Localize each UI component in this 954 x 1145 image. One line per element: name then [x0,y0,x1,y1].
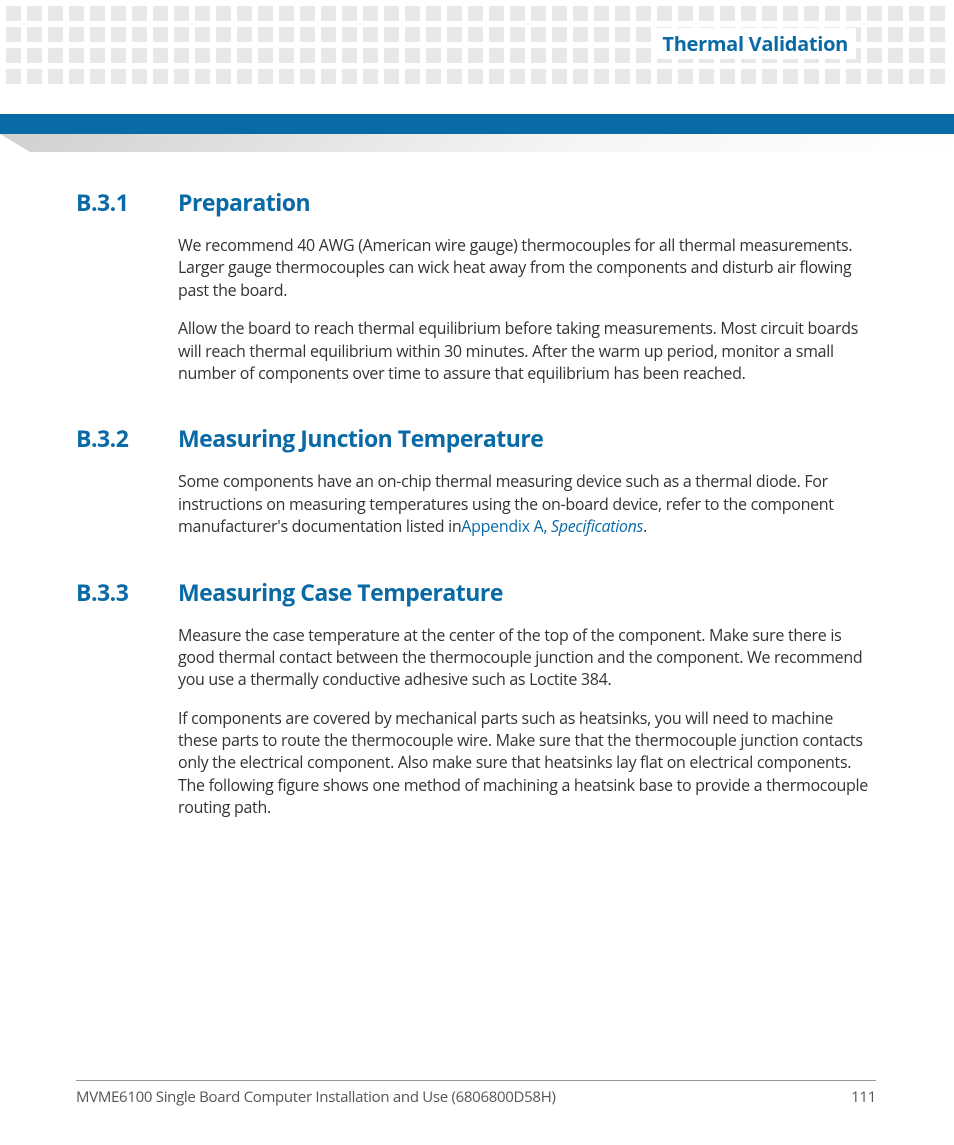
paragraph: Allow the board to reach thermal equilib… [178,317,876,384]
section-b-3-3: B.3.3 Measuring Case Temperature Measure… [76,576,876,819]
footer-page-number: 111 [851,1087,876,1107]
paragraph: Some components have an on-chip thermal … [178,470,876,537]
section-title: Measuring Case Temperature [178,576,503,608]
text-run: . [643,515,647,537]
footer: MVME6100 Single Board Computer Installat… [76,1087,876,1107]
section-title: Measuring Junction Temperature [178,422,543,454]
section-b-3-2: B.3.2 Measuring Junction Temperature Som… [76,422,876,537]
footer-rule [76,1080,876,1081]
section-number: B.3.1 [76,186,178,218]
paragraph: If components are covered by mechanical … [178,707,876,819]
section-body: We recommend 40 AWG (American wire gauge… [76,234,876,384]
section-body: Measure the case temperature at the cent… [76,624,876,819]
section-number: B.3.3 [76,576,178,608]
cross-reference-link[interactable]: Specifications [551,515,643,537]
header-chapter-title: Thermal Validation [654,28,856,59]
header-blue-bar [0,114,954,134]
section-b-3-1: B.3.1 Preparation We recommend 40 AWG (A… [76,186,876,384]
header-shadow [0,134,954,152]
section-body: Some components have an on-chip thermal … [76,470,876,537]
section-number: B.3.2 [76,422,178,454]
content-area: B.3.1 Preparation We recommend 40 AWG (A… [76,186,876,857]
paragraph: We recommend 40 AWG (American wire gauge… [178,234,876,301]
section-title: Preparation [178,186,310,218]
cross-reference-link[interactable]: Appendix A, [461,515,551,537]
page: Thermal Validation B.3.1 Preparation We … [0,0,954,1145]
paragraph: Measure the case temperature at the cent… [178,624,876,691]
footer-doc-title: MVME6100 Single Board Computer Installat… [76,1087,556,1107]
